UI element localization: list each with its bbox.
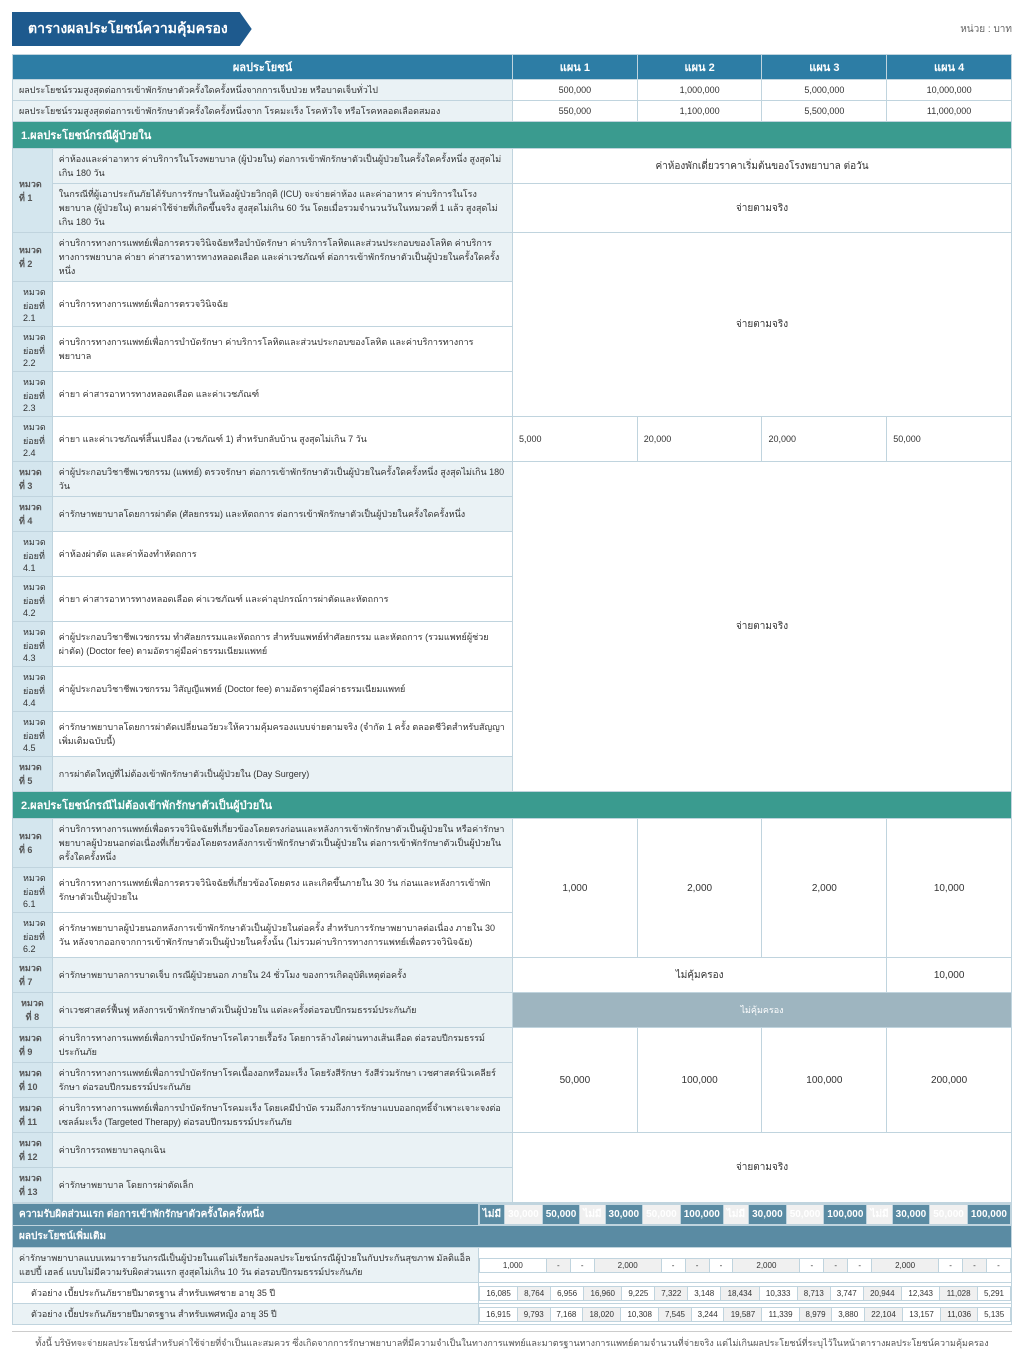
mini-cell: 8,979 xyxy=(799,1307,832,1321)
mini-cell: 20,944 xyxy=(863,1286,901,1300)
mini-cell: 8,713 xyxy=(797,1286,830,1300)
mini-cell: 3,880 xyxy=(832,1307,865,1321)
mini-cell: - xyxy=(824,1258,848,1272)
mini-cell: 2,000 xyxy=(872,1258,939,1272)
mini-cell: 18,020 xyxy=(583,1307,621,1321)
mini-cell: 18,434 xyxy=(721,1286,759,1300)
mini-cell: 100,000 xyxy=(967,1205,1010,1225)
mini-cell: 5,135 xyxy=(978,1307,1011,1321)
example-row: ตัวอย่าง เบี้ยประกันภัยรายปีมาตรฐาน สำหร… xyxy=(13,1283,1012,1304)
col-plan4: แผน 4 xyxy=(887,55,1012,80)
example-row: ตัวอย่าง เบี้ยประกันภัยรายปีมาตรฐาน สำหร… xyxy=(13,1304,1012,1325)
footer-note: ทั้งนี้ บริษัทจะจ่ายผลประโยชน์สำหรับค่าใ… xyxy=(12,1331,1012,1354)
unit-label: หน่วย : บาท xyxy=(960,22,1012,37)
mini-cell: 11,028 xyxy=(940,1286,978,1300)
mini-cell: 30,000 xyxy=(749,1205,787,1225)
mini-cell: 100,000 xyxy=(824,1205,867,1225)
mini-cell: - xyxy=(800,1258,824,1272)
table-row: หมวดที่ 9ค่าบริการทางการแพทย์เพื่อการบำบ… xyxy=(13,1028,1012,1063)
mini-cell: 3,244 xyxy=(691,1307,724,1321)
mini-cell: - xyxy=(685,1258,709,1272)
extra-row: ค่ารักษาพยาบาลแบบเหมารายวันกรณีเป็นผู้ป่… xyxy=(13,1248,1012,1283)
mini-cell: 7,545 xyxy=(659,1307,692,1321)
col-plan1: แผน 1 xyxy=(513,55,638,80)
mini-cell: 9,793 xyxy=(517,1307,550,1321)
table-row: ในกรณีที่ผู้เอาประกันภัยได้รับการรักษาใน… xyxy=(13,184,1012,233)
table-row: หมวดที่ 12ค่าบริการรถพยาบาลฉุกเฉินจ่ายตา… xyxy=(13,1133,1012,1168)
mini-cell: - xyxy=(963,1258,987,1272)
table-row: ผลประโยชน์รวมสูงสุดต่อการเข้าพักรักษาตัว… xyxy=(13,80,1012,101)
deductible-table: ความรับผิดส่วนแรก ต่อการเข้าพักรักษาตัวค… xyxy=(12,1203,1012,1325)
table-row: หมวดที่ 3ค่าผู้ประกอบวิชาชีพเวชกรรม (แพท… xyxy=(13,462,1012,497)
page-header: ตารางผลประโยชน์ความคุ้มครอง หน่วย : บาท xyxy=(12,12,1012,46)
mini-cell: - xyxy=(986,1258,1010,1272)
mini-cell: 100,000 xyxy=(680,1205,723,1225)
mini-cell: 7,168 xyxy=(550,1307,583,1321)
table-header-row: ผลประโยชน์ แผน 1 แผน 2 แผน 3 แผน 4 xyxy=(13,55,1012,80)
mini-cell: ไม่มี xyxy=(723,1205,748,1225)
mini-cell: - xyxy=(939,1258,963,1272)
mini-cell: ไม่มี xyxy=(479,1205,504,1225)
table-row: หมวดที่ 6ค่าบริการทางการแพทย์เพื่อตรวจวิ… xyxy=(13,819,1012,868)
mini-cell: 16,085 xyxy=(479,1286,517,1300)
table-row: หมวดที่ 7ค่ารักษาพยาบาลการบาดเจ็บ กรณีผู… xyxy=(13,958,1012,993)
mini-cell: 11,339 xyxy=(762,1307,799,1321)
col-plan3: แผน 3 xyxy=(762,55,887,80)
mini-cell: - xyxy=(848,1258,872,1272)
mini-cell: 3,747 xyxy=(830,1286,863,1300)
col-benefit: ผลประโยชน์ xyxy=(13,55,513,80)
mini-cell: 10,333 xyxy=(759,1286,797,1300)
extra-header: ผลประโยชน์เพิ่มเติม xyxy=(13,1226,1012,1248)
mini-cell: 19,587 xyxy=(724,1307,762,1321)
mini-cell: 30,000 xyxy=(605,1205,643,1225)
mini-cell: 22,104 xyxy=(865,1307,903,1321)
deductible-row: ความรับผิดส่วนแรก ต่อการเข้าพักรักษาตัวค… xyxy=(13,1204,1012,1226)
mini-cell: 30,000 xyxy=(892,1205,930,1225)
mini-cell: - xyxy=(570,1258,594,1272)
mini-cell: ไม่มี xyxy=(867,1205,892,1225)
mini-cell: 9,225 xyxy=(622,1286,655,1300)
mini-cell: - xyxy=(709,1258,733,1272)
table-row: หมวดที่ 1ค่าห้องและค่าอาหาร ค่าบริการในโ… xyxy=(13,149,1012,184)
col-plan2: แผน 2 xyxy=(637,55,762,80)
mini-cell: 13,157 xyxy=(903,1307,941,1321)
mini-cell: 16,915 xyxy=(479,1307,517,1321)
mini-cell: 1,000 xyxy=(479,1258,546,1272)
mini-cell: - xyxy=(546,1258,570,1272)
mini-cell: 2,000 xyxy=(733,1258,800,1272)
table-row: ผลประโยชน์รวมสูงสุดต่อการเข้าพักรักษาตัว… xyxy=(13,101,1012,122)
table-row: หมวดที่ 2ค่าบริการทางการแพทย์เพื่อการตรว… xyxy=(13,233,1012,282)
mini-cell: 11,036 xyxy=(941,1307,978,1321)
mini-cell: 5,291 xyxy=(977,1286,1010,1300)
mini-cell: 2,000 xyxy=(594,1258,661,1272)
section-header: 1.ผลประโยชน์กรณีผู้ป่วยใน xyxy=(13,122,1012,149)
mini-cell: 8,764 xyxy=(518,1286,551,1300)
mini-cell: 50,000 xyxy=(643,1205,681,1225)
mini-cell: 50,000 xyxy=(930,1205,968,1225)
mini-cell: 30,000 xyxy=(505,1205,543,1225)
section-header: 2.ผลประโยชน์กรณีไม่ต้องเข้าพักรักษาตัวเป… xyxy=(13,792,1012,819)
table-row: หมวดที่ 8ค่าเวชศาสตร์ฟื้นฟู หลังการเข้าพ… xyxy=(13,993,1012,1028)
benefits-table: ผลประโยชน์ แผน 1 แผน 2 แผน 3 แผน 4 ผลประ… xyxy=(12,54,1012,1203)
table-row: หมวดย่อยที่ 2.4ค่ายา และค่าเวชภัณฑ์สิ้นเ… xyxy=(13,417,1012,462)
mini-cell: - xyxy=(661,1258,685,1272)
mini-cell: 16,960 xyxy=(584,1286,622,1300)
mini-cell: 10,308 xyxy=(621,1307,659,1321)
mini-cell: 6,956 xyxy=(551,1286,584,1300)
title-banner: ตารางผลประโยชน์ความคุ้มครอง xyxy=(12,12,252,46)
mini-cell: 50,000 xyxy=(542,1205,580,1225)
mini-cell: 50,000 xyxy=(786,1205,824,1225)
mini-cell: 7,322 xyxy=(655,1286,688,1300)
mini-cell: 12,343 xyxy=(902,1286,940,1300)
mini-cell: 3,148 xyxy=(688,1286,721,1300)
mini-cell: ไม่มี xyxy=(580,1205,605,1225)
